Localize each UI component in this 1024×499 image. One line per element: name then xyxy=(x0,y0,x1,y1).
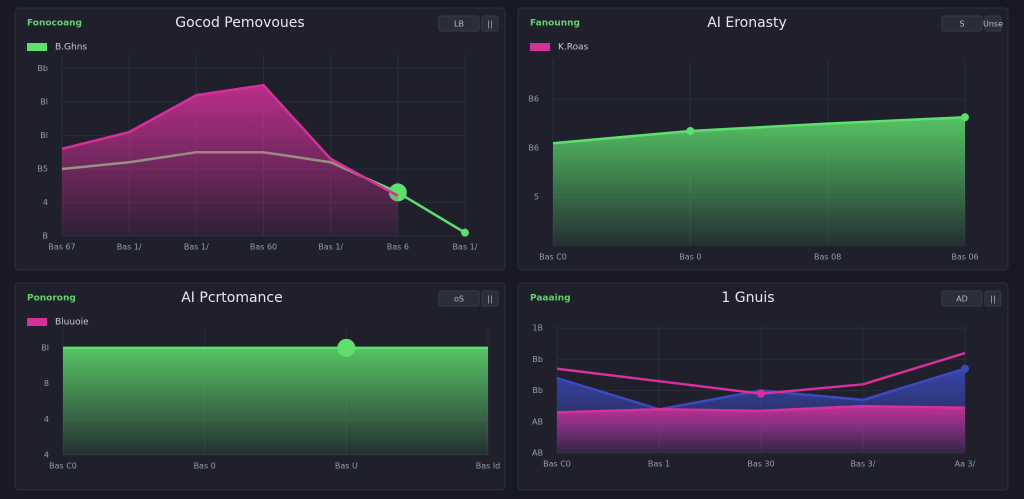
control-label[interactable]: || xyxy=(487,295,492,304)
y-tick-label: 4 xyxy=(44,451,49,460)
y-tick-label: 1B xyxy=(532,324,543,333)
control-button[interactable] xyxy=(941,15,983,32)
x-tick-label: Bas 1/ xyxy=(184,243,209,252)
y-tick-label: 4 xyxy=(44,415,49,424)
y-tick-label: Bl xyxy=(40,131,48,140)
marker xyxy=(461,228,469,237)
control-button[interactable] xyxy=(438,15,480,32)
control-label[interactable]: || xyxy=(487,20,492,29)
x-tick-label: Bas 30 xyxy=(747,460,774,469)
x-tick-label: Bas 1 xyxy=(648,460,670,469)
line xyxy=(556,404,966,414)
y-tick-label: 4 xyxy=(43,198,48,207)
area xyxy=(557,406,965,453)
y-tick-label: Bl xyxy=(41,343,49,352)
y-tick-label: Bb xyxy=(532,355,543,364)
x-tick-label: Bas 06 xyxy=(951,253,978,262)
x-tick-label: Bas C0 xyxy=(49,462,77,471)
y-tick-label: 8 xyxy=(44,379,49,388)
x-tick-label: Bas 0 xyxy=(679,253,701,262)
panel-title: AI Pcrtomance xyxy=(181,290,283,306)
panel-tag: Paaaing xyxy=(530,294,571,304)
control-button[interactable] xyxy=(481,15,499,32)
marker xyxy=(757,389,765,398)
marker xyxy=(961,364,969,373)
y-tick-label: Bb xyxy=(532,386,543,395)
x-tick-label: Bas U xyxy=(335,462,358,471)
y-tick-label: B5 xyxy=(37,164,48,173)
panel-title: Gocod Pemovoues xyxy=(175,15,304,31)
panel-tag: Ponorong xyxy=(27,294,76,304)
x-tick-label: Bas Id xyxy=(476,462,501,471)
control-label[interactable]: oS xyxy=(454,295,464,304)
control-label[interactable]: Unse xyxy=(983,20,1003,29)
marker xyxy=(961,113,969,122)
marker xyxy=(686,126,695,135)
y-tick-label: Bb xyxy=(37,64,48,73)
panel-title: 1 Gnuis xyxy=(721,290,774,306)
control-button[interactable] xyxy=(941,290,983,307)
legend-label: B.Ghns xyxy=(55,43,87,53)
x-tick-label: Bas 6 xyxy=(387,243,409,252)
x-tick-label: Aa 3/ xyxy=(955,460,976,469)
y-tick-label: AB xyxy=(532,417,543,426)
control-button[interactable] xyxy=(984,290,1002,307)
panel-tag: Fanounng xyxy=(530,19,580,29)
control-label[interactable]: S xyxy=(959,20,964,29)
control-button[interactable] xyxy=(984,15,1002,32)
area xyxy=(63,347,488,455)
control-button[interactable] xyxy=(438,290,480,307)
y-tick-label: B xyxy=(43,232,49,241)
legend-label: Bluuoie xyxy=(55,318,89,328)
x-tick-label: Bas 08 xyxy=(814,253,841,262)
y-tick-label: 5 xyxy=(534,193,539,202)
line xyxy=(552,116,966,145)
control-label[interactable]: AD xyxy=(956,295,968,304)
y-tick-label: B6 xyxy=(528,95,539,104)
control-label[interactable]: LB xyxy=(454,20,464,29)
x-tick-label: Bas 67 xyxy=(48,243,75,252)
y-tick-label: B6 xyxy=(528,144,539,153)
x-tick-label: Bas 60 xyxy=(250,243,277,252)
x-tick-label: Bas 1/ xyxy=(453,243,478,252)
x-tick-label: Bas C0 xyxy=(539,253,567,262)
x-tick-label: Bas 3/ xyxy=(851,460,876,469)
marker xyxy=(337,338,356,357)
x-tick-label: Bas C0 xyxy=(543,460,571,469)
legend-swatch xyxy=(27,318,47,326)
x-tick-label: Bas 1/ xyxy=(117,243,142,252)
legend-swatch xyxy=(27,43,47,51)
line xyxy=(61,83,399,197)
x-tick-label: Bas 0 xyxy=(194,462,216,471)
control-label[interactable]: || xyxy=(990,295,995,304)
x-tick-label: Bas 1/ xyxy=(318,243,343,252)
y-tick-label: AB xyxy=(532,449,543,458)
control-button[interactable] xyxy=(481,290,499,307)
y-tick-label: Bl xyxy=(40,97,48,106)
legend-swatch xyxy=(530,43,550,51)
panel-title: AI Eronasty xyxy=(707,15,787,31)
legend-label: K.Roas xyxy=(558,43,589,53)
area xyxy=(553,117,965,246)
panel-tag: Fonocoang xyxy=(27,19,82,29)
